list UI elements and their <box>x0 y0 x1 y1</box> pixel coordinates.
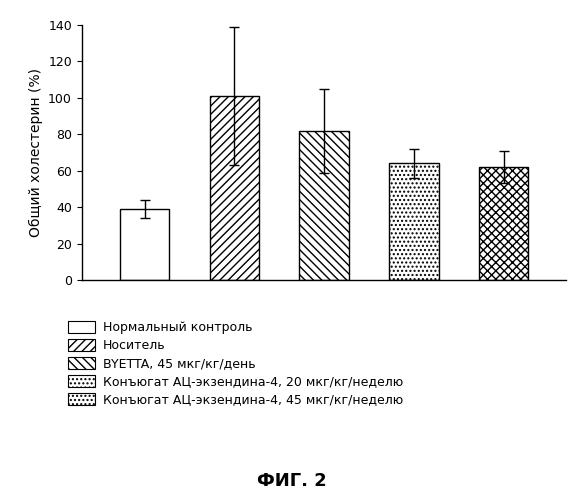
Bar <box>300 130 349 280</box>
Y-axis label: Общий холестерин (%): Общий холестерин (%) <box>29 68 43 237</box>
Text: ФИГ. 2: ФИГ. 2 <box>257 472 327 490</box>
Legend: Нормальный контроль, Носитель, BYETTA, 45 мкг/кг/день, Конъюгат АЦ-экзендина-4, : Нормальный контроль, Носитель, BYETTA, 4… <box>64 317 406 410</box>
Bar <box>389 164 439 280</box>
Bar <box>210 96 259 280</box>
Bar <box>479 167 529 280</box>
Bar <box>120 209 169 280</box>
